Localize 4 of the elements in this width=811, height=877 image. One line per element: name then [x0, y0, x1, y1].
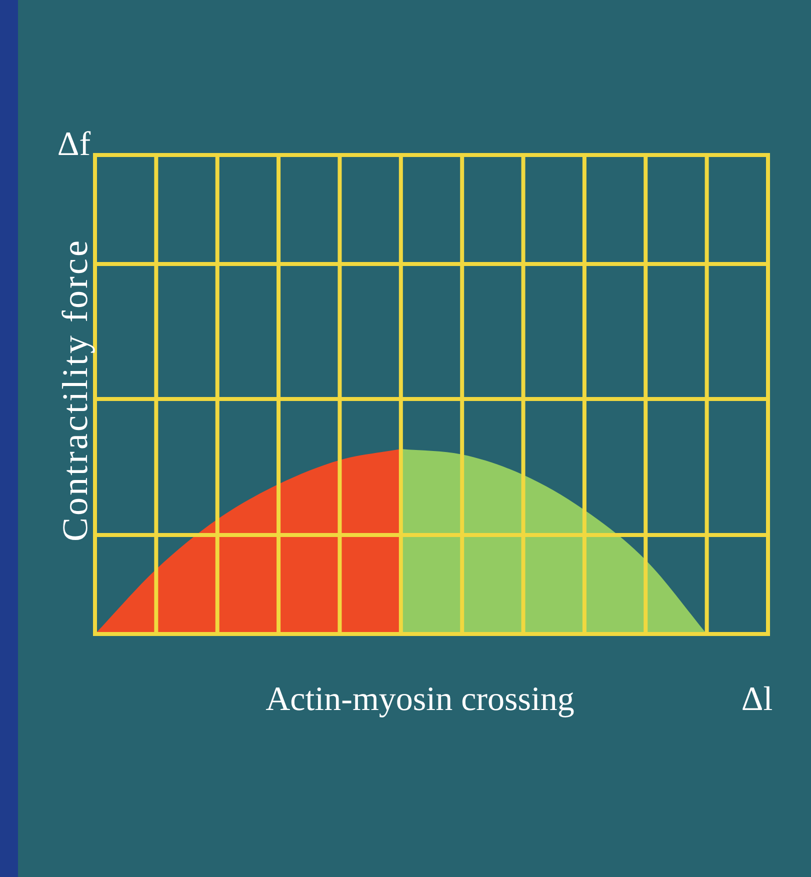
- text: Δf: [57, 126, 91, 164]
- x-axis-title: Actin-myosin crossing: [266, 681, 574, 719]
- y-axis-title: Contractility force: [54, 238, 96, 542]
- text: Δl: [741, 681, 773, 719]
